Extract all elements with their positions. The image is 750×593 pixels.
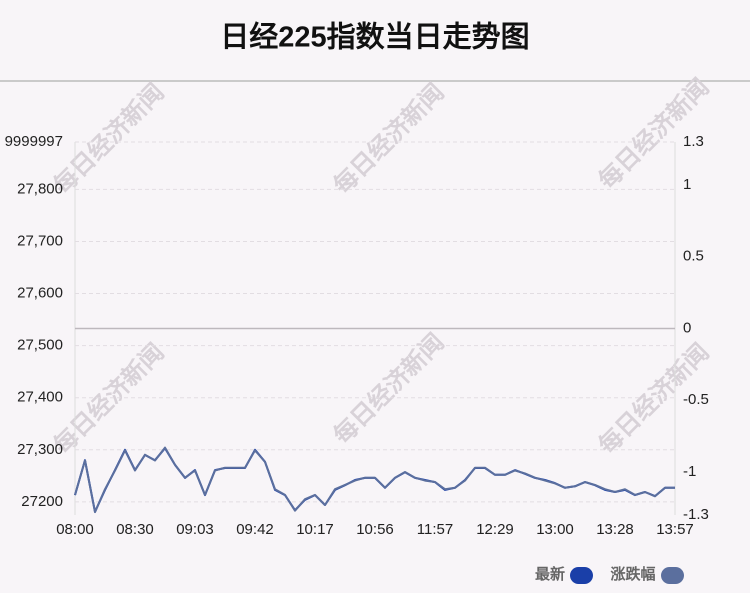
series-line	[74, 446, 675, 514]
y-tick-label: 27,400	[17, 389, 63, 406]
y-tick-label: 27,600	[17, 285, 63, 302]
x-tick-label: 10:17	[296, 521, 334, 538]
y-tick-label: 9999997	[5, 133, 63, 150]
x-tick-label: 13:57	[656, 521, 694, 538]
legend-swatch	[570, 567, 593, 584]
y2-tick-label: 0.5	[683, 248, 704, 265]
y2-tick-label: -1	[683, 463, 696, 480]
legend-swatch	[661, 567, 684, 584]
x-tick-label: 09:03	[176, 521, 214, 538]
y2-tick-label: 0	[683, 319, 691, 336]
y2-tick-label: -0.5	[683, 391, 709, 408]
legend-label: 最新	[535, 565, 565, 583]
legend-label: 涨跌幅	[610, 565, 655, 583]
x-tick-label: 12:29	[476, 521, 514, 538]
y-tick-label: 27,300	[17, 441, 63, 458]
y2-tick-label: 1	[683, 176, 691, 193]
x-tick-label: 08:00	[56, 521, 94, 538]
y-tick-label: 27,500	[17, 337, 63, 354]
x-tick-label: 13:28	[596, 521, 634, 538]
y-tick-label: 27,700	[17, 232, 63, 249]
y-tick-label: 27,800	[17, 180, 63, 197]
x-tick-label: 08:30	[116, 521, 154, 538]
x-tick-label: 09:42	[236, 521, 274, 538]
y2-tick-label: -1.3	[683, 506, 709, 523]
x-tick-label: 11:57	[417, 521, 453, 538]
x-tick-label: 13:00	[536, 521, 574, 538]
y2-tick-label: 1.3	[683, 133, 704, 150]
y-tick-label: 27200	[21, 493, 63, 510]
x-tick-label: 10:56	[356, 521, 394, 538]
chart-title: 日经225指数当日走势图	[220, 20, 529, 54]
